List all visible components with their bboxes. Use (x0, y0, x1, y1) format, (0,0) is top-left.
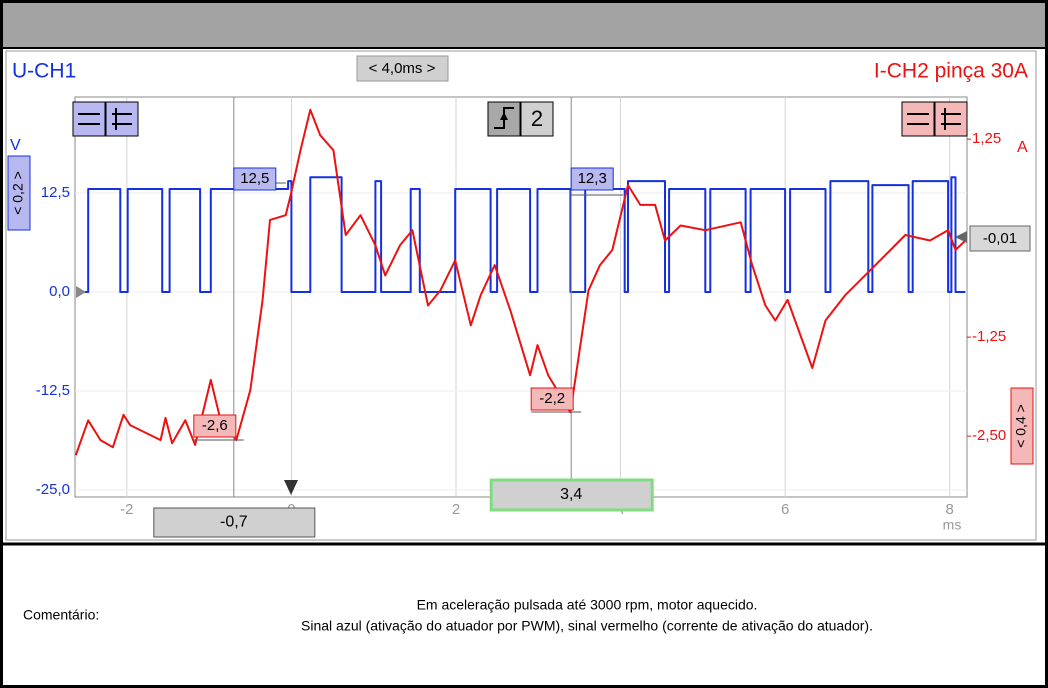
y-tick-label: -12,5 (36, 382, 70, 399)
x-tick-label: -2 (120, 501, 133, 518)
cursor-label[interactable]: -0,7 (220, 514, 248, 531)
toolbar (3, 3, 1045, 48)
y-tick-label: 12,5 (41, 184, 70, 201)
ch2-buttons[interactable] (901, 101, 968, 137)
trace (74, 108, 967, 456)
y2-unit: A (1017, 139, 1028, 156)
y-tick-label: 0,0 (49, 283, 70, 300)
readout-box (233, 167, 277, 191)
y2-scale-box[interactable] (1010, 387, 1034, 465)
channel-2-label: I-CH2 pinça 30A (874, 60, 1028, 83)
y2-tick-label: -2,50 (972, 427, 1006, 444)
readout-box (570, 167, 614, 191)
readout: -2,2 (539, 390, 565, 407)
offset-readout[interactable]: -0,01 (983, 230, 1017, 247)
offset-box[interactable] (969, 225, 1031, 252)
readout-box (530, 387, 574, 411)
zero-marker (76, 286, 86, 298)
readout: 12,3 (578, 170, 607, 187)
x-tick-label: 8 (946, 501, 954, 518)
trigger-channel[interactable]: 2 (531, 106, 543, 131)
readout-box (193, 414, 237, 438)
trigger-buttons[interactable] (487, 101, 554, 137)
readout: 12,5 (240, 170, 269, 187)
x-tick-label: 6 (781, 501, 789, 518)
timebase[interactable]: < 4,0ms > (369, 60, 436, 77)
cursor-box[interactable] (489, 478, 654, 512)
y-unit: V (10, 137, 21, 154)
grid: -20246812,50,0-12,5-25,01,25-1,25-2,50 (36, 97, 1006, 518)
comment-line: Sinal azul (ativação do atuador por PWM)… (301, 618, 873, 634)
y2-tick-label: -1,25 (972, 328, 1006, 345)
readout: -2,6 (202, 417, 228, 434)
traces (74, 108, 967, 456)
y-scale-box[interactable] (7, 155, 31, 231)
ch1-buttons[interactable] (72, 101, 139, 137)
x-unit: ms (943, 517, 962, 533)
timebase-box[interactable] (356, 55, 449, 82)
x-tick-label: 2 (452, 501, 460, 518)
channel-1-label: U-CH1 (12, 60, 76, 83)
offset-marker (955, 231, 967, 243)
y2-scale[interactable]: < 0,4 > (1013, 404, 1029, 448)
cursor-box[interactable] (153, 507, 316, 538)
y-scale[interactable]: < 0,2 > (10, 171, 26, 215)
trace (78, 176, 966, 293)
y2-tick-label: 1,25 (972, 130, 1001, 147)
cursor-label[interactable]: 3,4 (560, 486, 582, 503)
comment-line: Em aceleração pulsada até 3000 rpm, moto… (417, 597, 758, 613)
y-tick-label: -25,0 (36, 481, 70, 498)
overlay: -0,7 3,4 12,5 12,3 -2,6 -2,2 (153, 97, 654, 538)
trigger-marker (284, 480, 298, 495)
comment-label: Comentário: (23, 607, 99, 623)
